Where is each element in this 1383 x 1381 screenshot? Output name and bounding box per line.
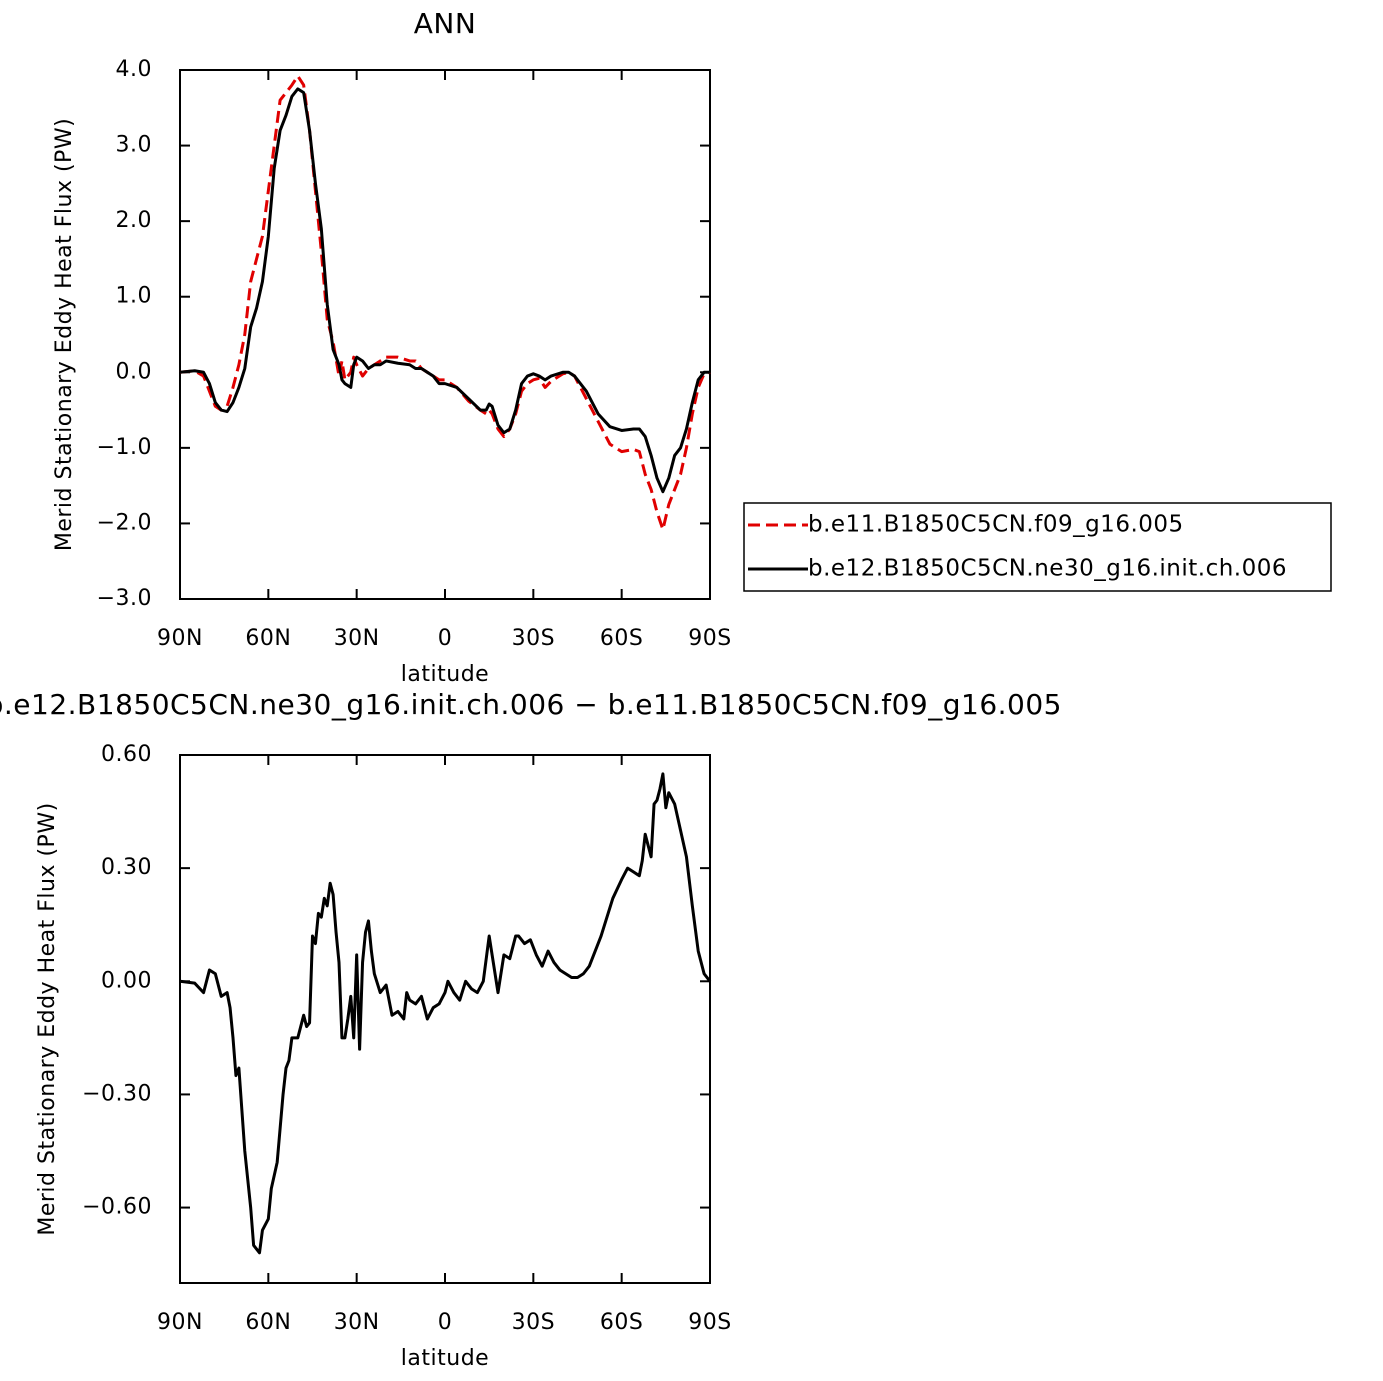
y-tick-label: 0.30	[101, 855, 152, 880]
x-tick-label: 30S	[512, 626, 555, 651]
y-tick-label: −0.30	[82, 1081, 152, 1106]
x-tick-label: 60N	[245, 1310, 291, 1335]
chart-title: ANN	[414, 7, 477, 40]
x-tick-label: 60N	[245, 626, 291, 651]
legend-label: b.e11.B1850C5CN.f09_g16.005	[808, 512, 1184, 538]
legend-label: b.e12.B1850C5CN.ne30_g16.init.ch.006	[808, 556, 1287, 582]
x-tick-label: 30S	[512, 1310, 555, 1335]
x-axis-label: latitude	[401, 1346, 489, 1371]
data-line	[179, 772, 712, 1255]
x-tick-label: 0	[438, 1310, 453, 1335]
x-tick-label: 30N	[334, 1310, 380, 1335]
plot-frame	[179, 69, 711, 600]
y-tick-label: −3.0	[97, 586, 152, 611]
y-tick-label: −1.0	[97, 435, 152, 460]
y-axis-label: Merid Stationary Eddy Heat Flux (PW)	[52, 118, 77, 551]
y-tick-label: 3.0	[116, 133, 153, 158]
y-tick-label: 0.00	[101, 968, 152, 993]
x-axis-label: latitude	[401, 662, 489, 687]
x-tick-label: 60S	[600, 1310, 643, 1335]
y-axis-label: Merid Stationary Eddy Heat Flux (PW)	[35, 802, 60, 1235]
y-tick-label: 2.0	[116, 208, 153, 233]
x-tick-label: 90N	[157, 626, 203, 651]
x-tick-label: 30N	[334, 626, 380, 651]
x-tick-label: 90S	[688, 626, 731, 651]
chart-title: b.e12.B1850C5CN.ne30_g16.init.ch.006 − b…	[0, 688, 1062, 721]
data-line	[179, 74, 711, 531]
legend-box	[743, 502, 1332, 592]
x-tick-label: 90N	[157, 1310, 203, 1335]
x-tick-label: 0	[438, 626, 453, 651]
x-tick-label: 60S	[600, 626, 643, 651]
y-tick-label: −0.60	[82, 1195, 152, 1220]
x-tick-label: 90S	[688, 1310, 731, 1335]
y-tick-label: 0.0	[116, 359, 153, 384]
data-line	[179, 87, 710, 494]
y-tick-label: −2.0	[97, 510, 152, 535]
y-tick-label: 0.60	[101, 742, 152, 767]
y-tick-label: 1.0	[116, 284, 153, 309]
y-tick-label: 4.0	[116, 57, 153, 82]
plot-frame	[179, 754, 711, 1284]
